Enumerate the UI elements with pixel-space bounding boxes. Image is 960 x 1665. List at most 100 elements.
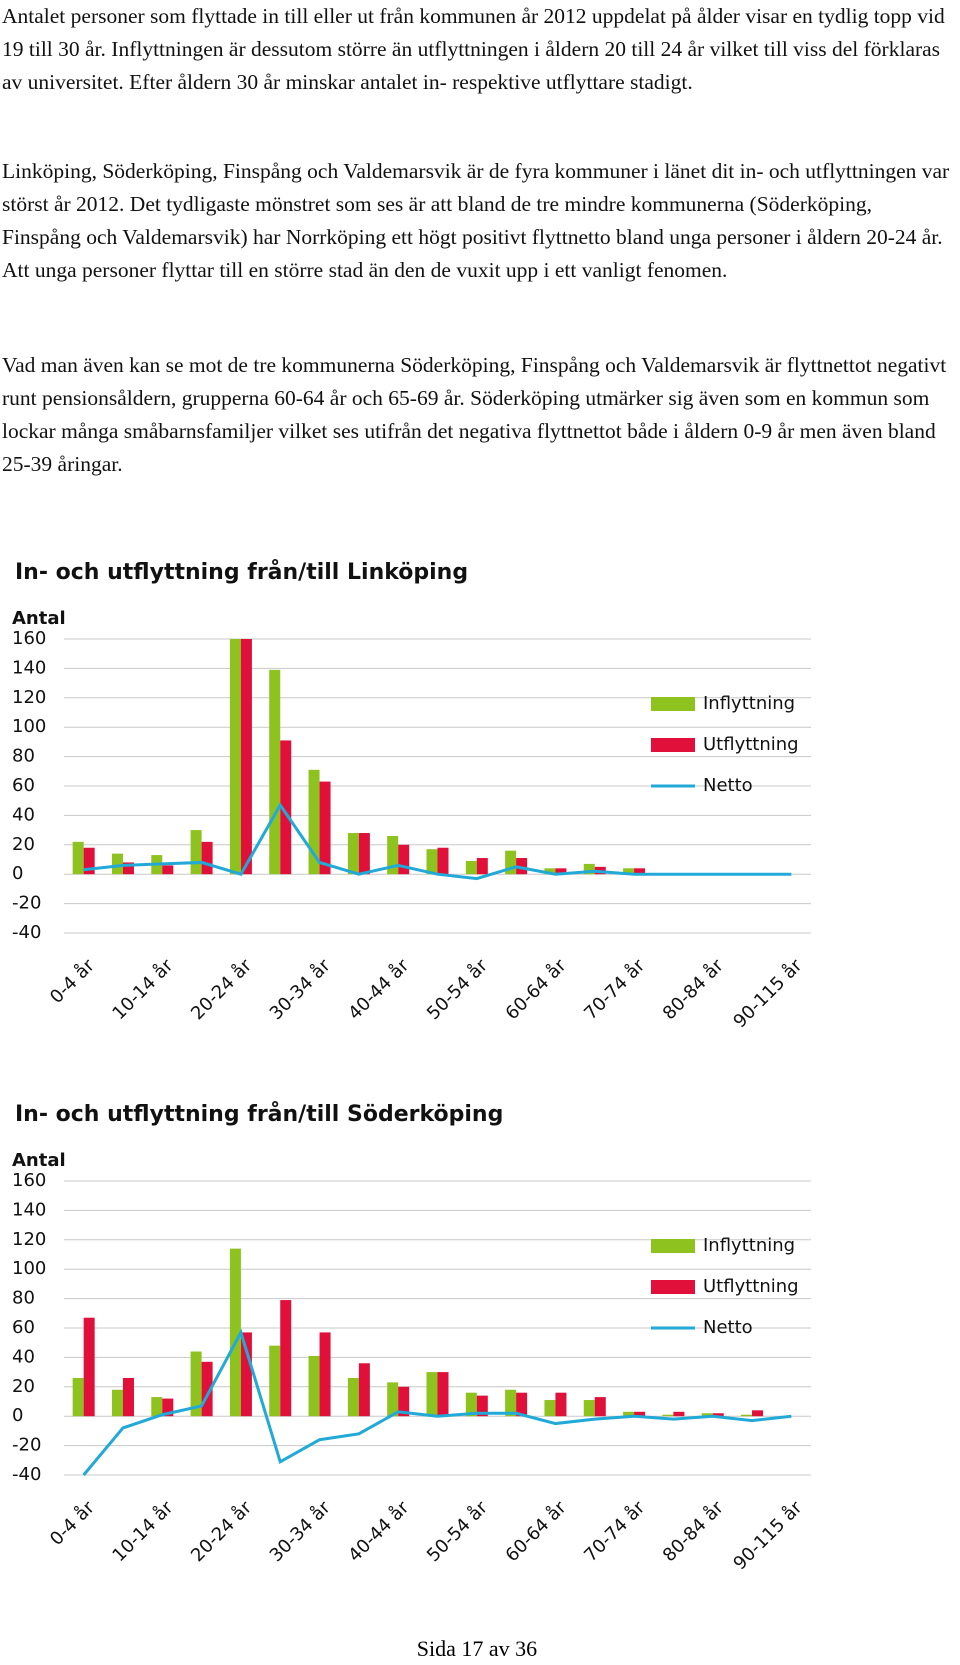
x-tick-label: 70-74 år — [580, 955, 649, 1024]
y-tick-label: 80 — [12, 1288, 35, 1309]
x-tick-label: 0-4 år — [46, 955, 99, 1008]
bar — [426, 1372, 438, 1417]
bar — [347, 1377, 359, 1417]
legend-label: Inflyttning — [703, 693, 795, 714]
bar — [426, 849, 438, 875]
x-tick-label: 80-84 år — [659, 1497, 728, 1566]
bar — [583, 1400, 595, 1417]
bar — [240, 639, 252, 875]
bar — [358, 1363, 370, 1417]
bar — [111, 853, 123, 875]
legend-label: Netto — [703, 1317, 753, 1338]
x-tick-label: 90-115 år — [729, 955, 806, 1032]
y-tick-label: 80 — [12, 746, 35, 767]
bar — [162, 865, 174, 875]
bar — [122, 1377, 134, 1417]
legend-swatch — [651, 738, 695, 752]
bar — [465, 860, 477, 875]
chart-title: In- och utflyttning från/till Söderköpin… — [15, 1101, 503, 1127]
bar — [358, 833, 370, 875]
page-footer: Sida 17 av 36 — [416, 1636, 538, 1661]
bar — [387, 1382, 399, 1417]
x-tick-label: 50-54 år — [423, 1497, 492, 1566]
bar — [280, 740, 292, 875]
y-tick-label: 160 — [12, 1170, 46, 1191]
bar — [269, 669, 281, 875]
bar — [151, 1397, 163, 1417]
x-tick-label: 90-115 år — [729, 1497, 806, 1574]
bar — [555, 868, 567, 875]
x-tick-label: 80-84 år — [659, 955, 728, 1024]
bar — [201, 1361, 213, 1417]
x-tick-label: 50-54 år — [423, 955, 492, 1024]
bar — [712, 1413, 724, 1417]
legend-swatch — [651, 697, 695, 711]
x-tick-label: 20-24 år — [187, 1497, 256, 1566]
bar — [555, 1392, 567, 1417]
y-tick-label: 0 — [12, 863, 23, 884]
bar — [308, 1355, 320, 1417]
legend-swatch — [651, 1280, 695, 1294]
y-tick-label: 120 — [12, 1229, 46, 1250]
bar — [72, 1377, 84, 1417]
bar — [465, 1392, 477, 1417]
x-tick-label: 60-64 år — [502, 955, 571, 1024]
y-tick-label: 100 — [12, 1258, 46, 1279]
line — [83, 802, 792, 881]
y-tick-label: -20 — [12, 1435, 41, 1456]
x-tick-label: 20-24 år — [187, 955, 256, 1024]
bar — [72, 841, 84, 875]
x-tick-label: 40-44 år — [344, 955, 413, 1024]
bar — [634, 868, 646, 875]
bar — [229, 1248, 241, 1417]
bar — [673, 1411, 685, 1417]
line — [82, 1328, 792, 1476]
bar — [190, 1351, 202, 1417]
bar — [662, 1414, 674, 1417]
bar — [319, 1332, 331, 1417]
x-tick-label: 30-34 år — [266, 955, 335, 1024]
bar — [190, 830, 202, 875]
bar — [476, 1395, 488, 1417]
bar — [505, 850, 517, 875]
bar — [111, 1389, 123, 1417]
paragraph: Antalet personer som flyttade in till el… — [2, 4, 945, 94]
bar — [437, 1372, 449, 1417]
paragraph: Linköping, Söderköping, Finspång och Val… — [2, 159, 950, 282]
x-tick-label: 60-64 år — [502, 1497, 571, 1566]
bar — [162, 1398, 174, 1417]
bar — [122, 862, 134, 875]
x-tick-label: 30-34 år — [266, 1497, 335, 1566]
bar — [280, 1300, 292, 1417]
bar — [544, 868, 556, 875]
y-tick-label: 60 — [12, 1317, 35, 1338]
legend-label: Utflyttning — [703, 734, 799, 755]
bar — [319, 781, 331, 875]
legend-label: Inflyttning — [703, 1235, 795, 1256]
bar — [583, 863, 595, 875]
bar — [594, 1397, 606, 1417]
bar — [398, 1386, 410, 1417]
bar — [701, 1413, 713, 1417]
chart: In- och utflyttning från/till Linköping A… — [12, 559, 811, 1032]
bar — [544, 1400, 556, 1417]
bar — [516, 858, 528, 875]
x-tick-label: 10-14 år — [108, 1497, 177, 1566]
y-tick-label: 40 — [12, 1346, 35, 1367]
y-axis-label: Antal — [12, 608, 66, 629]
y-tick-label: 140 — [12, 1199, 46, 1220]
bar — [623, 868, 635, 875]
x-tick-label: 40-44 år — [344, 1497, 413, 1566]
bar — [201, 841, 213, 875]
bar — [398, 844, 410, 875]
y-tick-label: 20 — [12, 1376, 35, 1397]
bar — [741, 1414, 753, 1417]
bar — [83, 1317, 95, 1417]
bar — [240, 1332, 252, 1417]
legend-label: Netto — [703, 775, 753, 796]
x-tick-label: 10-14 år — [108, 955, 177, 1024]
bar — [347, 833, 359, 875]
y-tick-label: 0 — [12, 1405, 23, 1426]
bar — [269, 1345, 281, 1417]
bar — [387, 835, 399, 875]
